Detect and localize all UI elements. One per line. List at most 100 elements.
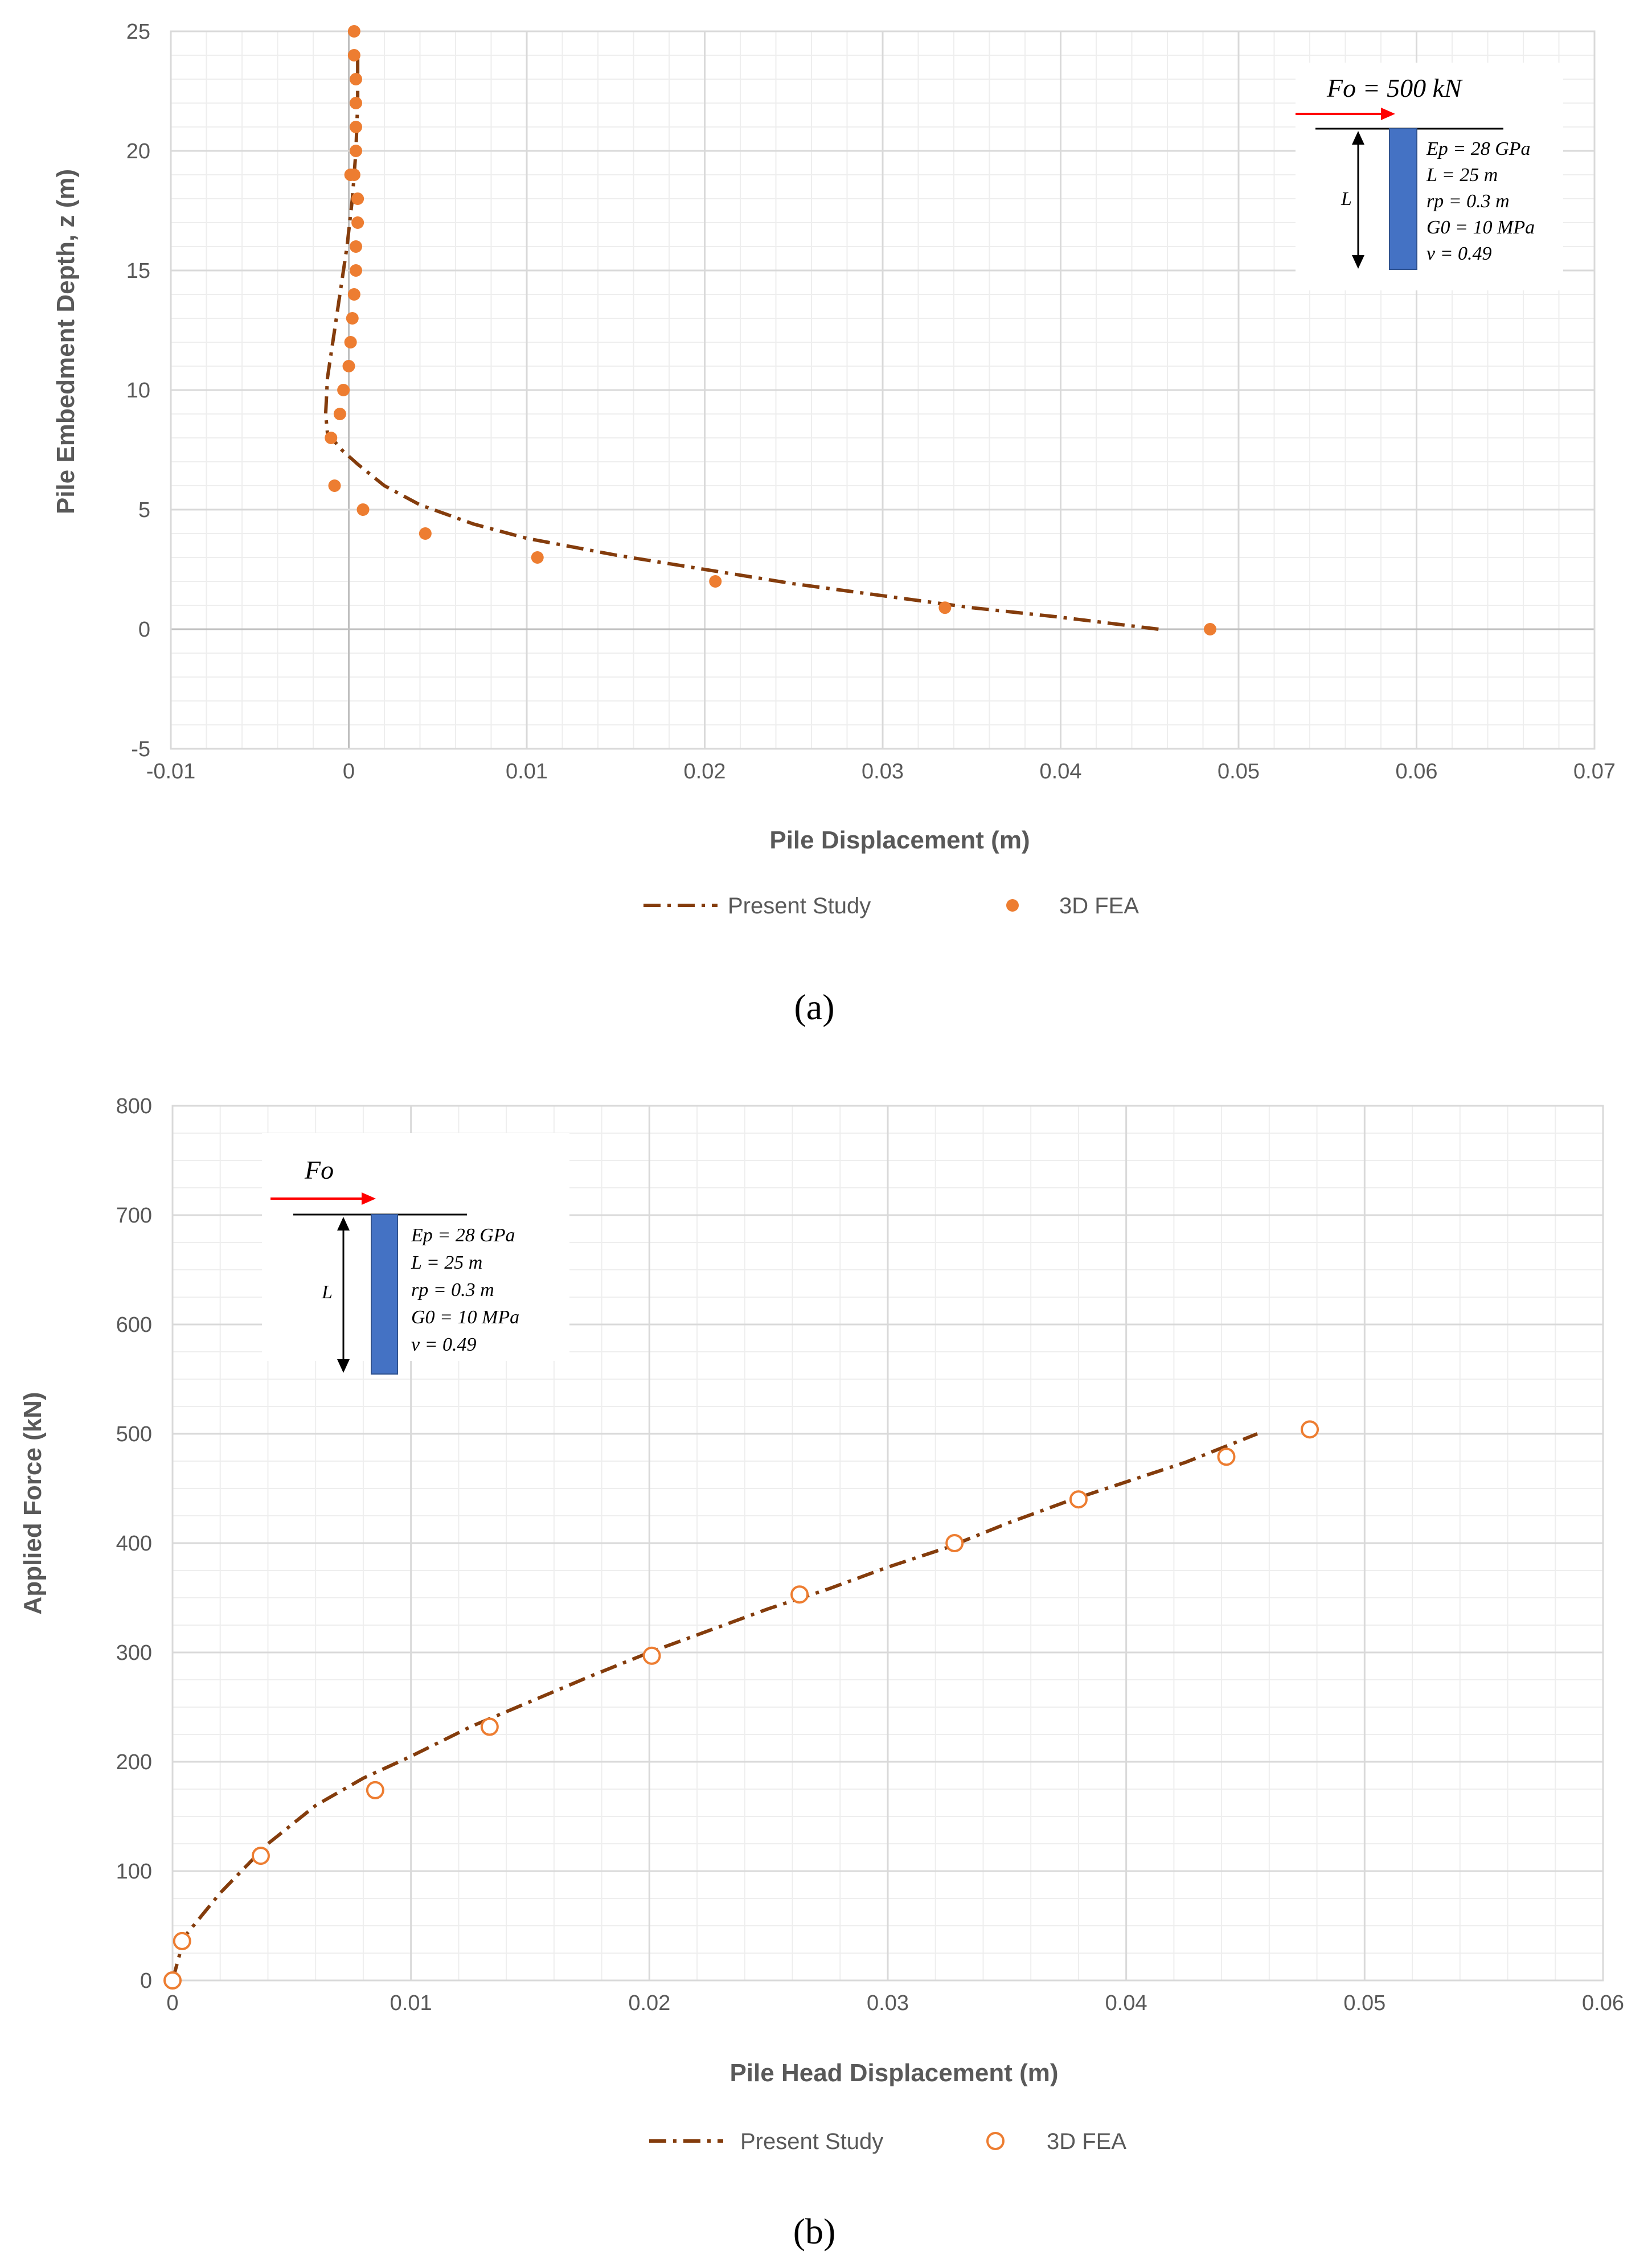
inset-param-b-0: Ep = 28 GPa [411,1225,515,1246]
x-tick-label: 0.01 [506,760,548,784]
legend-fea-label-a: 3D FEA [1059,893,1139,918]
y-tick-label: -5 [131,737,150,761]
x-tick-label: 0 [166,1991,178,2015]
y-tick-label: 25 [126,20,150,44]
y-tick-label: 15 [126,259,150,283]
inset-param-b-1: L = 25 m [411,1252,482,1273]
x-tick-label: 0.06 [1582,1991,1624,2015]
x-tick-label: 0.03 [867,1991,909,2015]
fea-point [173,1931,191,1950]
y-tick-label: 500 [116,1422,152,1446]
inset-param-b-2: rp = 0.3 m [411,1279,494,1301]
y-tick-label: 10 [126,379,150,403]
y-tick-label: 300 [116,1641,152,1665]
x-tick-label: 0.07 [1573,760,1616,784]
inset-param-a-4: v = 0.49 [1426,243,1492,264]
fea-point [344,169,357,181]
x-tick-label: 0.06 [1396,760,1438,784]
caption-a: (a) [794,987,834,1027]
fea-point [328,479,341,492]
y-tick-label: 5 [138,498,150,522]
fea-point [251,1847,270,1865]
fea-point [790,1585,809,1604]
chart-b-y-axis-title: Applied Force (kN) [19,1392,47,1614]
legend-fea-marker-a [1006,899,1019,912]
chart-a-series [323,25,1216,635]
chart-a-x-axis-title: Pile Displacement (m) [769,826,1030,854]
fea-point [337,384,350,396]
y-tick-label: 100 [116,1860,152,1884]
x-tick-label: 0.05 [1343,1991,1385,2015]
fea-point [531,551,544,564]
chart-b-legend: Present Study 3D FEA [649,2129,1126,2154]
x-tick-label: 0.02 [628,1991,670,2015]
chart-b-pile-inset: Fo L Ep = 28 GPa L = 25 m rp = 0.3 m G0 … [262,1133,569,1375]
fea-point [163,1971,182,1990]
chart-a-pile-inset: Fo = 500 kN L Ep = 28 GPa L = 25 m rp = … [1296,63,1563,290]
chart-a-y-ticks: -5 0 5 10 15 20 25 [126,20,150,761]
length-arrow-top-b [337,1217,350,1231]
chart-b-y-ticks: 0 100 200 300 400 500 600 700 800 [116,1094,152,1993]
inset-param-a-1: L = 25 m [1426,165,1498,186]
fea-point [350,264,362,277]
fea-point [347,288,360,301]
fea-point [351,192,364,205]
inset-force-label-b: Fo [304,1155,334,1184]
fea-point [1301,1420,1319,1439]
x-tick-label: 0.03 [862,760,904,784]
y-tick-label: 700 [116,1204,152,1228]
fea-point [325,432,338,444]
fea-point [1204,623,1216,635]
legend-present-study-label-b: Present Study [740,2129,883,2154]
y-tick-label: 400 [116,1532,152,1556]
x-tick-label: 0.02 [684,760,726,784]
chart-b-x-axis-title: Pile Head Displacement (m) [729,2059,1058,2087]
fea-point [347,25,360,38]
fea-point [945,1534,964,1552]
fea-point [480,1717,499,1736]
y-tick-label: 600 [116,1313,152,1337]
y-tick-label: 20 [126,140,150,163]
legend-fea-marker-b [986,2132,1005,2150]
chart-a-legend: Present Study 3D FEA [643,893,1139,918]
x-tick-label: 0.01 [390,1991,432,2015]
plot-area-border [171,1105,1604,1982]
chart-a: -0.01 0 0.01 0.02 0.03 0.04 0.05 0.06 0.07 -5 0 5 1… [52,20,1616,1027]
y-tick-label: 800 [116,1094,152,1118]
fea-point [347,49,360,61]
plot-area-border [170,30,1596,750]
fea-point [350,240,362,253]
fea-point [1217,1447,1236,1466]
y-tick-label: 0 [140,1969,152,1993]
inset-length-label-b: L [321,1282,333,1303]
fea-point [642,1646,661,1665]
fea-point [342,360,355,372]
fea-point [346,312,359,325]
length-arrow-top-a [1352,131,1364,145]
fea-point [938,601,952,614]
legend-present-study-label-a: Present Study [728,893,871,918]
fea-point [1069,1490,1088,1509]
chart-b-series [163,1420,1319,1990]
length-arrow-bottom-b [337,1359,350,1373]
fea-point [350,145,362,157]
force-arrowhead-b [362,1192,376,1205]
legend-fea-label-b: 3D FEA [1047,2129,1126,2154]
chart-a-y-axis-title: Pile Embedment Depth, z (m) [52,169,80,514]
chart-a-major-grid [170,30,1596,750]
inset-param-a-3: G0 = 10 MPa [1426,217,1535,238]
pile-b [371,1214,398,1375]
fea-point [344,336,357,348]
fea-point [366,1781,384,1799]
fea-point [351,216,364,229]
pile-a [1389,128,1417,270]
x-tick-label: -0.01 [146,760,196,784]
fea-point [350,73,362,85]
fea-point [419,527,432,540]
y-tick-label: 0 [138,618,150,642]
fea-point [709,575,722,588]
chart-b-major-grid [171,1105,1604,1982]
caption-b: (b) [793,2211,836,2251]
x-tick-label: 0.04 [1040,760,1082,784]
inset-force-label-a: Fo = 500 kN [1326,73,1463,102]
